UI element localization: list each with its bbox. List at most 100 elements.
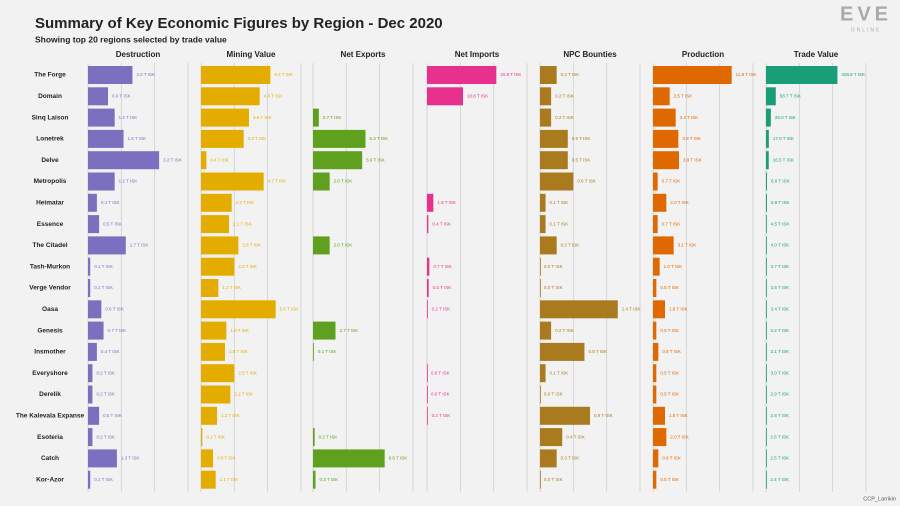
bar <box>427 364 428 383</box>
value-label: 2.0 T ISK <box>334 243 353 248</box>
value-label: 0.2 T ISK <box>555 115 574 120</box>
bar <box>653 66 732 84</box>
value-label: 0.8 T ISK <box>588 349 607 354</box>
bar <box>88 236 126 255</box>
bar <box>653 385 657 404</box>
value-label: 1.8 T ISK <box>229 349 248 354</box>
value-label: 2.0 T ISK <box>334 179 353 184</box>
bar <box>201 406 217 425</box>
bar <box>653 279 657 297</box>
bar <box>88 364 93 383</box>
bar <box>201 470 216 489</box>
bar <box>201 428 203 447</box>
value-label: 1.3 T ISK <box>222 285 241 290</box>
value-label: 0.9 T ISK <box>217 456 236 461</box>
value-label: 8.6 T ISK <box>389 456 408 461</box>
bar <box>88 129 124 148</box>
bar <box>653 193 667 212</box>
bar <box>313 151 363 170</box>
value-label: 0.4 T ISK <box>210 157 229 162</box>
region-label: Domain <box>38 93 62 100</box>
bar <box>653 129 679 148</box>
value-label: 0.0 T ISK <box>431 370 450 375</box>
value-label: 3.9 T ISK <box>683 157 702 162</box>
bar <box>766 172 767 191</box>
bar <box>540 385 541 404</box>
bar <box>201 66 271 84</box>
value-label: 3.2 T ISK <box>163 157 182 162</box>
value-label: 0.0 T ISK <box>544 477 563 482</box>
value-label: 0.1 T ISK <box>94 264 113 269</box>
value-label: 0.3 T ISK <box>320 477 339 482</box>
value-label: 20.8 T ISK <box>500 72 521 77</box>
value-label: 2.0 T ISK <box>670 434 689 439</box>
bar <box>201 129 244 148</box>
bar <box>88 321 104 340</box>
value-label: 0.5 T ISK <box>103 413 122 418</box>
value-label: 0.1 T ISK <box>206 434 225 439</box>
value-label: 4.5 T ISK <box>771 221 790 226</box>
value-label: 0.9 T ISK <box>594 413 613 418</box>
chart-title: Summary of Key Economic Figures by Regio… <box>35 15 443 32</box>
bar <box>540 342 585 361</box>
value-label: 2.1 T ISK <box>233 221 252 226</box>
bar <box>313 449 385 468</box>
value-label: 0.0 T ISK <box>544 392 563 397</box>
value-label: 0.5 T ISK <box>660 370 679 375</box>
value-label: 0.1 T ISK <box>318 349 337 354</box>
bar <box>766 193 767 212</box>
bar <box>766 385 767 404</box>
bar <box>766 151 769 170</box>
value-label: 0.7 T ISK <box>433 264 452 269</box>
value-label: 0.2 T ISK <box>96 370 115 375</box>
value-label: 0.7 T ISK <box>662 179 681 184</box>
value-label: 2.2 T ISK <box>234 392 253 397</box>
region-label: Catch <box>41 455 59 462</box>
bar <box>766 470 767 489</box>
bar <box>313 428 315 447</box>
value-label: 0.5 T ISK <box>433 285 452 290</box>
bar <box>201 300 276 319</box>
value-label: 0.7 T ISK <box>108 328 127 333</box>
region-label: Kor-Azor <box>36 476 64 483</box>
bar <box>88 385 93 404</box>
bar <box>653 151 679 170</box>
bar <box>766 342 767 361</box>
value-label: 0.0 T ISK <box>431 392 450 397</box>
region-label: Esoteria <box>37 434 63 441</box>
value-label: 2.5 T ISK <box>674 93 693 98</box>
bar <box>540 470 541 489</box>
bar <box>201 364 235 383</box>
value-label: 1.0 T ISK <box>664 264 683 269</box>
logo-sub: ONLINE <box>851 27 882 33</box>
bar <box>88 151 160 170</box>
bar <box>653 364 657 383</box>
bar <box>766 428 767 447</box>
value-label: 0.3 T ISK <box>561 243 580 248</box>
bar <box>653 321 657 340</box>
value-label: 1.8 T ISK <box>669 413 688 418</box>
value-label: 2.6 T ISK <box>770 434 789 439</box>
bar <box>766 66 838 84</box>
value-label: 5.8 T ISK <box>771 200 790 205</box>
bar <box>88 449 117 468</box>
panel-title: Production <box>682 50 724 59</box>
bar <box>427 66 497 84</box>
region-label: The Kalevala Expanse <box>16 413 85 420</box>
bar <box>653 342 659 361</box>
region-label: Genesis <box>37 327 63 334</box>
bar <box>653 172 658 191</box>
bar <box>88 215 100 234</box>
value-label: 1.9 T ISK <box>230 328 249 333</box>
bar <box>766 364 767 383</box>
bar <box>540 151 568 170</box>
value-label: 1.2 T ISK <box>119 179 138 184</box>
bar <box>540 87 552 106</box>
region-label: Metropolis <box>34 178 67 185</box>
region-label: Sinq Laison <box>32 114 69 121</box>
region-label: The Citadel <box>32 242 67 249</box>
bar <box>766 129 769 148</box>
bar <box>766 87 776 106</box>
panel-title: Net Imports <box>455 50 500 59</box>
bar <box>313 129 366 148</box>
